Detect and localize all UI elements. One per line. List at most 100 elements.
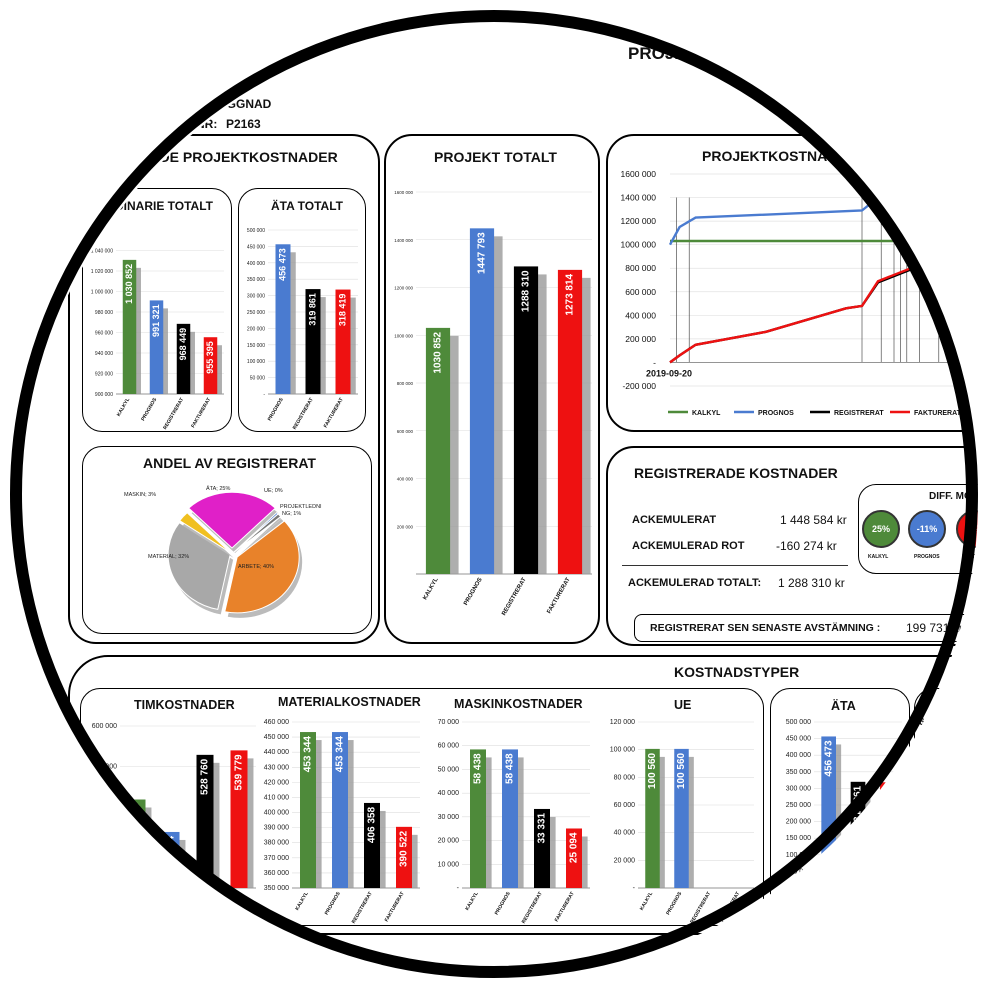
data-label: 318 419	[337, 294, 347, 327]
ackumulerat-label: ACKEMULERAT	[632, 514, 717, 526]
bar-prognos	[332, 732, 348, 888]
project-type: BYGGNAD	[210, 97, 272, 111]
category-label: REGISTRERAT	[501, 577, 528, 617]
category-label: FAKTURERAT	[384, 891, 406, 923]
tick-label: 1600 000	[621, 169, 657, 179]
tick-label: -	[263, 392, 265, 398]
pie-slice	[167, 522, 231, 610]
page-title: PROJEK	[628, 44, 698, 63]
category-label: REGISTRERAT	[689, 891, 712, 924]
data-label: 319 861	[853, 785, 864, 822]
tick-label: 50 000	[790, 868, 812, 875]
tick-label: 150 000	[247, 343, 265, 349]
pie-slice	[187, 491, 277, 549]
divider	[622, 565, 848, 566]
x-start-label: 2019-09-20	[646, 368, 692, 378]
category-label: KALKYL	[639, 891, 654, 912]
tick-label: 1000 000	[621, 240, 657, 250]
series-line-prognos	[668, 194, 978, 246]
dashboard-viewport: PROJEK BYGGNAD NR: P2163 ERADE PROJEKTKO…	[22, 22, 978, 978]
pie-slice-shadow	[236, 517, 282, 558]
ata2-title: ÄTA	[831, 699, 856, 713]
tick-label: -	[653, 357, 656, 367]
bar-prognos	[469, 228, 495, 574]
bar-fakturerat	[335, 289, 351, 394]
data-label: 390 522	[399, 830, 410, 867]
tick-label: 1400 000	[621, 193, 657, 203]
bar-registrerat	[196, 754, 214, 888]
bar-prognos	[674, 748, 689, 888]
registrerade-title: REGISTRERADE KOSTNADER	[634, 465, 838, 481]
tick-label: 450 000	[247, 244, 265, 250]
tick-label: 150 000	[786, 835, 811, 842]
tick-label: -	[633, 885, 636, 892]
category-label: PROGNOS	[324, 890, 342, 916]
tick-label: 120 000	[610, 719, 635, 726]
tick-label: 300 000	[247, 294, 265, 300]
tick-label: 30 000	[438, 814, 460, 821]
data-label: 991 321	[151, 304, 161, 337]
tick-label: 380 000	[264, 840, 289, 847]
tick-label: 400 000	[247, 261, 265, 267]
category-label: FAKTURERAT	[546, 577, 571, 615]
category-label: PROGNOS	[463, 577, 484, 607]
ackumulerat-value: 1 448 584 kr	[780, 513, 847, 527]
data-label: 100 560	[647, 752, 658, 789]
sen-value: 199 731 kr	[906, 621, 963, 635]
tick-label: 1 020 000	[91, 269, 113, 275]
pie-label: ÄTA; 25%	[206, 485, 230, 492]
category-label: REGISTRERAT	[292, 397, 315, 430]
bar-kalkyl	[128, 799, 146, 888]
legend-label: PROGNOS	[758, 410, 794, 417]
bar-fakturerat	[880, 782, 895, 888]
data-label: 25 094	[569, 832, 580, 863]
tick-label: 430 000	[264, 764, 289, 771]
data-label: 33 331	[537, 813, 548, 844]
category-label: FAKTURERAT	[554, 891, 576, 923]
category-label: REGISTRERAT	[184, 891, 207, 924]
tick-label: -	[457, 885, 460, 892]
bar-registrerat	[534, 808, 550, 888]
tick-label: 50 000	[438, 766, 460, 773]
data-label: 968 449	[178, 328, 188, 361]
bar-kalkyl	[425, 327, 451, 574]
data-label: 100 560	[676, 752, 687, 789]
pie-label: UE; 0%	[264, 488, 283, 494]
data-label: 456 473	[277, 248, 287, 281]
data-label: 1030 852	[433, 331, 444, 373]
data-label: 406 358	[367, 807, 378, 844]
tick-label: 960 000	[95, 331, 113, 337]
tick-label: 400 000	[397, 477, 414, 482]
tick-label: 800 000	[625, 263, 656, 273]
tick-label: 200 000	[247, 326, 265, 332]
category-label: FAKTURERAT	[323, 397, 345, 429]
pie-slice	[233, 513, 282, 554]
tick-label: 1600 000	[394, 190, 413, 195]
diff-title: DIFF. MOT	[929, 491, 978, 502]
tick-label: 400 000	[786, 752, 811, 759]
category-label: FAKTURERAT	[867, 891, 889, 923]
tick-label: 800 000	[397, 381, 414, 386]
tick-label: 420 000	[264, 779, 289, 786]
materialkostnader-chart: 350 000 360 000 370 000 380 000 390 000 400 0…	[264, 719, 420, 924]
totalt-value: 1 288 310 kr	[778, 576, 845, 590]
category-label: REGISTRERAT	[521, 891, 544, 924]
tick-label: 600 000	[397, 429, 414, 434]
data-label: 453 344	[335, 736, 346, 773]
tick-label: 370 000	[264, 855, 289, 862]
tick-label: 100 000	[610, 747, 635, 754]
bar-fakturerat	[557, 269, 583, 574]
tick-label: 1200 000	[621, 216, 657, 226]
data-label: 955 395	[205, 341, 215, 374]
diff-label: KALKYL	[868, 554, 889, 560]
tick-label: 350 000	[786, 769, 811, 776]
data-label: 456 473	[823, 740, 834, 777]
tick-label: 1 040 000	[91, 249, 113, 255]
bar-registrerat	[850, 781, 866, 888]
projekt-totalt-chart: 200 000 400 000 600 000 800 000 1000 000 1200…	[394, 190, 592, 617]
data-label: 418 510	[132, 803, 143, 840]
category-label: PROGNOS	[812, 890, 830, 916]
bar-fakturerat	[203, 337, 218, 394]
data-label: 58 438	[473, 753, 484, 784]
